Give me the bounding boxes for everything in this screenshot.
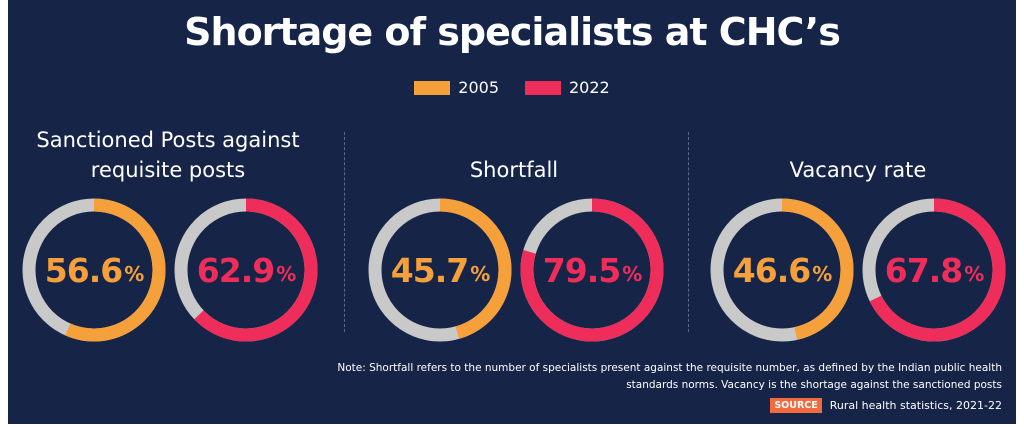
legend-label-2022: 2022 xyxy=(569,78,610,97)
source-tag: SOURCE xyxy=(770,398,822,413)
legend-swatch-2005 xyxy=(414,80,451,95)
donut-value-label: 45.7% xyxy=(390,250,490,290)
donut-value-arc xyxy=(520,198,664,342)
footnote: Note: Shortfall refers to the number of … xyxy=(182,360,1002,394)
donut-value-arc xyxy=(65,198,166,342)
source-text: Rural health statistics, 2021-22 xyxy=(829,399,1002,412)
donut-value-label: 79.5% xyxy=(542,250,642,290)
donut-value-arc xyxy=(194,198,318,342)
donut-shortfall-2005: 45.7% xyxy=(367,197,513,343)
donut-value-arc xyxy=(869,198,1006,342)
donut-value-label: 46.6% xyxy=(732,250,832,290)
group-title-sanctioned-line2: requisite posts xyxy=(90,158,246,182)
source-line: SOURCE Rural health statistics, 2021-22 xyxy=(770,398,1002,413)
legend: 2005 2022 xyxy=(8,78,1016,97)
donut-value-label: 56.6% xyxy=(44,250,144,290)
donut-shortfall-2022: 79.5% xyxy=(519,197,665,343)
group-title-sanctioned: Sanctioned Posts against requisite posts xyxy=(18,125,318,185)
group-title-shortfall: Shortfall xyxy=(364,155,664,185)
donut-value-arc xyxy=(439,198,512,339)
donut-sanctioned-2022: 62.9% xyxy=(173,197,319,343)
group-title-vacancy-line1: Vacancy rate xyxy=(789,158,927,182)
donut-vacancy-2022: 67.8% xyxy=(861,197,1007,343)
donut-value-label: 62.9% xyxy=(196,250,296,290)
legend-label-2005: 2005 xyxy=(458,78,499,97)
divider-2 xyxy=(688,132,689,332)
legend-item-2005: 2005 xyxy=(414,78,499,97)
group-title-shortfall-line1: Shortfall xyxy=(469,158,559,182)
legend-swatch-2022 xyxy=(525,80,561,95)
group-title-sanctioned-line1: Sanctioned Posts against xyxy=(36,128,300,152)
chart-title: Shortage of specialists at CHC’s xyxy=(184,10,841,54)
footnote-line1: Note: Shortfall refers to the number of … xyxy=(337,362,1002,374)
donut-sanctioned-2005: 56.6% xyxy=(21,197,167,343)
legend-item-2022: 2022 xyxy=(525,78,610,97)
divider-1 xyxy=(344,132,345,332)
donut-value-label: 67.8% xyxy=(884,250,984,290)
donut-value-arc xyxy=(781,198,854,340)
footnote-line2: standards norms. Vacancy is the shortage… xyxy=(626,379,1002,391)
donut-vacancy-2005: 46.6% xyxy=(709,197,855,343)
infographic-panel: Shortage of specialists at CHC’s 2005 20… xyxy=(8,0,1016,424)
group-title-vacancy: Vacancy rate xyxy=(708,155,1008,185)
